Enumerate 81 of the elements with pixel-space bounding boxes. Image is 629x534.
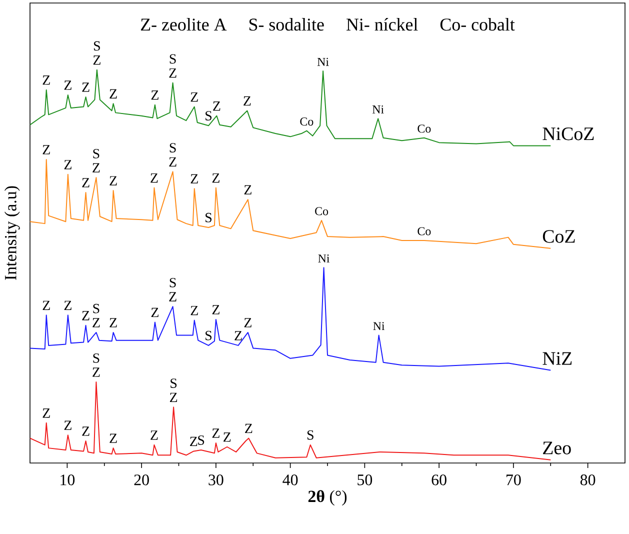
annotation: S — [93, 148, 100, 158]
annotation: Z — [82, 82, 90, 92]
annotation: S — [206, 330, 212, 340]
annotation: S — [93, 353, 100, 363]
annotation: S — [93, 304, 100, 314]
annotation: Ni — [317, 58, 329, 66]
annotation: Ni — [373, 322, 385, 330]
annotation: Z — [244, 96, 251, 106]
text: Z- zeolite A — [140, 18, 227, 31]
annotation: S — [170, 54, 176, 64]
annotation: Z — [64, 80, 72, 90]
x-tick-label: 50 — [358, 474, 372, 486]
annotation: Z — [169, 292, 176, 302]
annotation: Z — [64, 300, 72, 310]
annotation: Z — [150, 430, 158, 440]
series-label: NiCoZ — [542, 127, 594, 140]
annotation: Co — [418, 227, 431, 236]
annotation: Z — [212, 305, 220, 314]
annotation: Co — [418, 124, 431, 133]
annotation: Z — [212, 173, 220, 183]
annotation: Z — [169, 157, 176, 166]
annotation: S — [198, 435, 204, 445]
annotation: Z — [150, 173, 158, 183]
series-label: CoZ — [542, 230, 575, 243]
annotation: S — [206, 111, 212, 120]
annotation: Co — [300, 118, 314, 126]
text: S- sodalite — [249, 18, 324, 31]
annotation: S — [170, 378, 177, 388]
text: Ni- níckel — [346, 18, 418, 31]
annotation: Ni — [318, 254, 330, 262]
annotation: Z — [92, 318, 100, 328]
annotation: Z — [190, 174, 198, 184]
x-tick-label: 80 — [580, 474, 596, 486]
annotation: Z — [151, 90, 158, 100]
annotation: Z — [212, 428, 220, 438]
x-tick-label: 20 — [134, 474, 149, 486]
annotation: Z — [42, 76, 50, 85]
x-tick-label: 70 — [506, 474, 521, 486]
annotation: Z — [190, 92, 198, 102]
annotation: Z — [170, 392, 178, 402]
annotation: Z — [151, 308, 158, 318]
series-label: NiZ — [542, 352, 572, 365]
annotation: Z — [82, 178, 90, 188]
annotation: S — [307, 430, 314, 440]
text: Co- cobalt — [440, 18, 515, 31]
annotation: Z — [42, 145, 50, 154]
x-tick-label: 30 — [208, 474, 224, 486]
annotation: S — [94, 41, 100, 51]
annotation: S — [170, 278, 176, 288]
annotation: Z — [82, 311, 90, 320]
annotation: Z — [224, 432, 231, 442]
annotation: Co — [315, 207, 328, 216]
annotation: Z — [92, 163, 100, 172]
annotation: S — [206, 212, 212, 222]
annotation: Ni — [372, 105, 384, 114]
annotation: Z — [82, 426, 90, 436]
x-tick-label: 40 — [282, 474, 298, 486]
x-axis-title: 2θ (°) — [308, 490, 347, 506]
annotation: Z — [64, 420, 72, 430]
series-label: Zeo — [543, 442, 571, 454]
annotation: Z — [245, 424, 252, 434]
annotation: Z — [110, 89, 117, 98]
annotation: Z — [169, 68, 176, 78]
annotation: Z — [110, 176, 117, 186]
annotation: Z — [213, 101, 220, 111]
x-tick-label: 10 — [60, 474, 75, 486]
y-axis-title: Intensity (a.u) — [4, 186, 20, 280]
annotation: Z — [110, 434, 117, 443]
annotation: Z — [42, 300, 50, 310]
annotation: Z — [234, 331, 242, 340]
annotation: Z — [190, 306, 198, 316]
x-tick-label: 60 — [432, 474, 446, 486]
annotation: Z — [244, 318, 252, 328]
annotation: Z — [64, 160, 72, 170]
annotation: Z — [92, 368, 100, 377]
annotation: Z — [190, 436, 198, 446]
annotation: Z — [110, 318, 117, 328]
annotation: Z — [42, 408, 50, 418]
annotation: Z — [244, 185, 252, 194]
annotation: S — [170, 143, 176, 152]
annotation: Z — [93, 55, 100, 65]
